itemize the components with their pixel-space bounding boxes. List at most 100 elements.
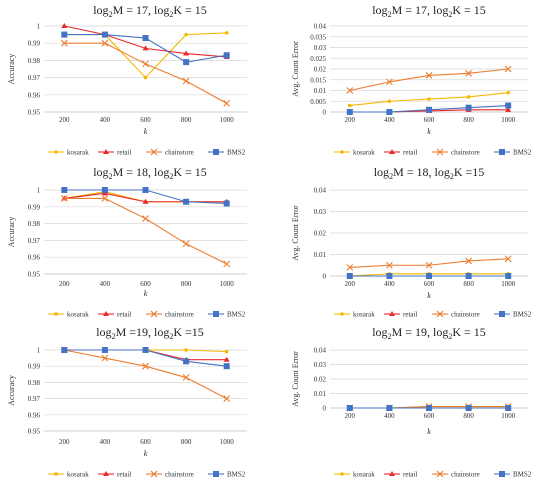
y-tick-label: 0.96 [28,411,41,419]
data-point [142,347,149,353]
x-tick-label: 1000 [501,412,516,420]
legend: kosarak retail chainstore BMS2 [48,311,246,319]
data-point [142,362,149,370]
data-point [346,405,353,411]
y-tick-label: 0.95 [28,428,41,436]
legend-marker [103,471,109,476]
series-kosarak [348,90,511,108]
legend-label: chainstore [451,311,480,319]
y-tick-label: 0.03 [314,361,327,369]
data-point [142,35,149,42]
legend-marker [213,471,219,477]
data-point [426,106,432,113]
data-point [183,59,190,66]
legend-marker [340,312,344,316]
data-point [223,395,231,402]
data-point [506,90,511,95]
data-point [223,363,230,370]
legend-label: BMS2 [513,149,532,157]
x-tick-label: 400 [384,116,395,124]
data-point [60,195,68,202]
y-tick-label: 0.99 [28,40,41,48]
x-tick-label: 400 [384,412,395,420]
chart-panel-4: log2M = 18, log2K =15 0 0.01 0.02 0.03 0.04 20… [291,165,532,319]
y-tick-label: 0 [323,109,327,117]
legend-marker [499,471,505,477]
series-BMS2 [61,31,230,66]
data-point [465,257,472,265]
x-tick-label: 400 [100,280,111,288]
data-point [224,349,229,354]
legend: kosarak retail chainstore BMS2 [334,149,532,157]
data-point [61,347,68,353]
x-tick-label: 800 [181,438,192,446]
series-line [64,349,227,400]
legend-label: kosarak [67,471,89,479]
chart-title: log2M = 17, log2K = 15 [93,3,207,19]
legend-marker [213,311,219,317]
y-tick-label: 0.04 [314,23,327,31]
data-point [465,405,472,411]
legend-marker [150,148,158,156]
data-point [182,77,190,85]
y-tick-label: 0.035 [310,33,326,41]
data-point [426,405,432,411]
y-tick-label: 0.04 [314,187,327,195]
y-tick-label: 0.95 [28,109,41,117]
y-tick-label: 0.015 [310,76,326,84]
y-tick-label: 0.95 [28,271,41,279]
y-axis-label: Accuracy [7,54,16,85]
data-point [101,187,108,193]
x-axis-label: k [427,127,431,136]
legend-marker [150,470,158,478]
y-tick-label: 0 [323,273,327,281]
legend-label: kosarak [67,149,89,157]
x-tick-label: 1000 [220,116,235,124]
legend-marker [150,310,158,318]
data-point [182,240,190,248]
data-point [505,405,512,411]
chart-title: log2M = 19, log2K = 15 [372,325,486,341]
data-point [184,32,188,37]
legend-label: BMS2 [227,311,246,319]
data-point [346,264,354,271]
y-tick-label: 0.04 [314,347,327,355]
series-chainstore [346,255,512,271]
data-point [346,109,353,115]
data-point [224,31,229,35]
y-tick-label: 0.02 [314,376,327,384]
chart-title: log2M = 17, log2K = 15 [372,3,486,19]
chart-panel-5: log2M =19, log2K =15 0.95 0.96 0.97 0.98 0.99… [7,325,247,479]
data-point [386,109,393,115]
x-tick-label: 400 [384,280,395,288]
data-point [223,100,231,107]
x-tick-label: 1000 [220,280,235,288]
x-tick-label: 600 [140,116,151,124]
data-point [348,103,352,108]
data-point [223,52,230,59]
y-tick-label: 1 [37,23,41,31]
y-tick-label: 0.01 [314,87,327,95]
x-tick-label: 400 [100,116,111,124]
data-point [346,87,354,94]
data-point [182,374,190,381]
series-chainstore [346,65,512,94]
legend-label: chainstore [451,149,480,157]
x-axis-label: k [144,449,148,458]
legend-marker [436,148,444,156]
chart-title: log2M = 18, log2K =15 [374,165,485,181]
data-point [504,255,512,263]
chart-title: log2M =19, log2K =15 [96,325,204,341]
data-point [505,273,512,279]
series-BMS2 [346,102,512,115]
legend-marker [389,149,395,154]
series-chainstore [60,346,231,402]
legend-marker [103,149,109,154]
legend-marker [340,472,344,476]
data-point [386,261,393,269]
data-point [465,273,472,279]
legend-label: retail [403,149,417,157]
legend-label: retail [117,471,131,479]
data-point [101,347,108,353]
